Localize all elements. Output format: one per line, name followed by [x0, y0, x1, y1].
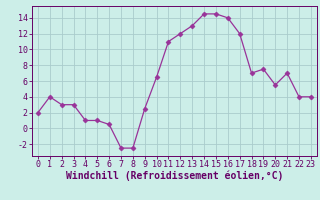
X-axis label: Windchill (Refroidissement éolien,°C): Windchill (Refroidissement éolien,°C): [66, 171, 283, 181]
